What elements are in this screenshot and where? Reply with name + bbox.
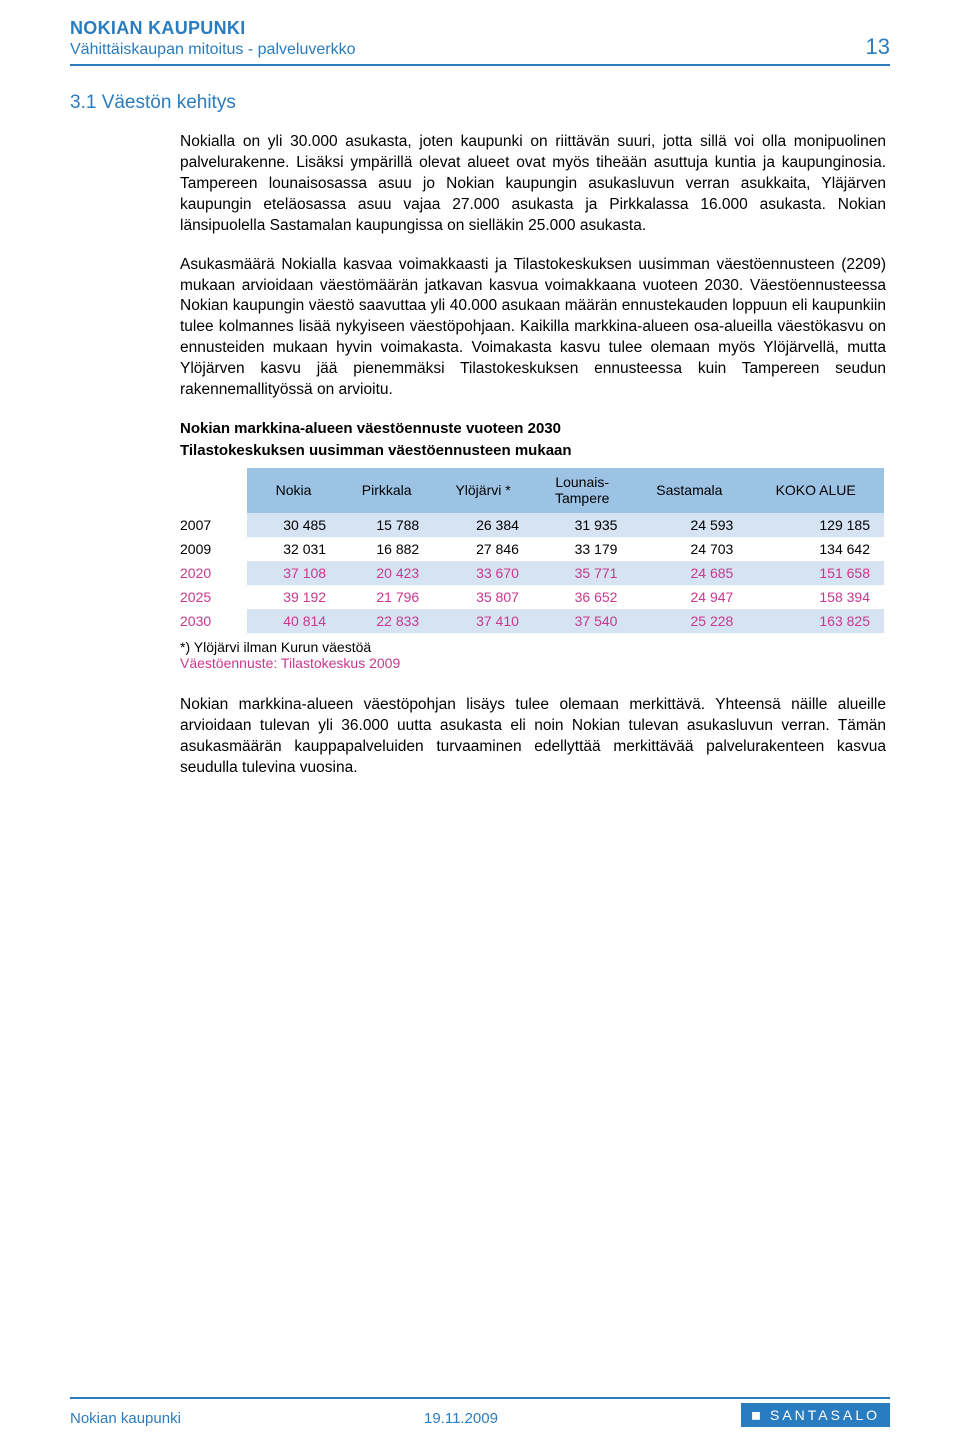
cell-value: 24 685	[631, 561, 747, 585]
cell-value: 39 192	[247, 585, 340, 609]
page-number: 13	[866, 18, 890, 60]
col-pirkkala: Pirkkala	[340, 468, 433, 514]
cell-year: 2030	[180, 609, 247, 633]
cell-year: 2009	[180, 537, 247, 561]
brand-square-icon: ◼	[751, 1408, 764, 1422]
section-title: 3.1 Väestön kehitys	[70, 92, 890, 114]
closing-paragraph-block: Nokian markkina-alueen väestöpohjan lisä…	[180, 695, 886, 779]
page-footer: Nokian kaupunki 19.11.2009 ◼ SANTASALO	[70, 1397, 890, 1427]
table-title-1: Nokian markkina-alueen väestöennuste vuo…	[180, 419, 884, 439]
body-text-block: Nokialla on yli 30.000 asukasta, joten k…	[180, 132, 886, 401]
table-row: 202539 19221 79635 80736 65224 947158 39…	[180, 585, 884, 609]
cell-value: 24 947	[631, 585, 747, 609]
cell-value: 20 423	[340, 561, 433, 585]
cell-value: 35 771	[533, 561, 632, 585]
cell-value: 151 658	[747, 561, 884, 585]
table-row: 200932 03116 88227 84633 17924 703134 64…	[180, 537, 884, 561]
cell-value: 33 179	[533, 537, 632, 561]
cell-value: 40 814	[247, 609, 340, 633]
table-footnotes: *) Ylöjärvi ilman Kurun väestöä Väestöen…	[180, 639, 884, 671]
brand-logo: ◼ SANTASALO	[741, 1403, 890, 1427]
population-table-block: Nokian markkina-alueen väestöennuste vuo…	[180, 419, 884, 671]
footer-brand: ◼ SANTASALO	[741, 1403, 890, 1427]
cell-value: 24 703	[631, 537, 747, 561]
col-ylojarvi: Ylöjärvi *	[433, 468, 533, 514]
col-sastamala: Sastamala	[631, 468, 747, 514]
cell-value: 25 228	[631, 609, 747, 633]
footnote-1: *) Ylöjärvi ilman Kurun väestöä	[180, 639, 884, 655]
population-table: Nokia Pirkkala Ylöjärvi * Lounais-Tamper…	[180, 468, 884, 634]
paragraph-1: Nokialla on yli 30.000 asukasta, joten k…	[180, 132, 886, 237]
cell-value: 163 825	[747, 609, 884, 633]
cell-value: 16 882	[340, 537, 433, 561]
table-row: 203040 81422 83337 41037 54025 228163 82…	[180, 609, 884, 633]
cell-value: 21 796	[340, 585, 433, 609]
footer-left: Nokian kaupunki	[70, 1410, 181, 1427]
brand-name: SANTASALO	[770, 1407, 880, 1423]
cell-value: 37 540	[533, 609, 632, 633]
cell-value: 15 788	[340, 513, 433, 537]
cell-value: 27 846	[433, 537, 533, 561]
table-title-2: Tilastokeskuksen uusimman väestöennustee…	[180, 441, 884, 461]
paragraph-2: Asukasmäärä Nokialla kasvaa voimakkaasti…	[180, 255, 886, 401]
cell-value: 33 670	[433, 561, 533, 585]
col-year	[180, 468, 247, 514]
cell-value: 22 833	[340, 609, 433, 633]
cell-value: 158 394	[747, 585, 884, 609]
cell-year: 2007	[180, 513, 247, 537]
cell-value: 36 652	[533, 585, 632, 609]
org-name: NOKIAN KAUPUNKI	[70, 18, 355, 39]
doc-subtitle: Vähittäiskaupan mitoitus - palveluverkko	[70, 41, 355, 59]
cell-value: 32 031	[247, 537, 340, 561]
cell-value: 30 485	[247, 513, 340, 537]
cell-value: 26 384	[433, 513, 533, 537]
cell-value: 35 807	[433, 585, 533, 609]
cell-value: 129 185	[747, 513, 884, 537]
cell-year: 2025	[180, 585, 247, 609]
page-header: NOKIAN KAUPUNKI Vähittäiskaupan mitoitus…	[70, 18, 890, 66]
table-header-row: Nokia Pirkkala Ylöjärvi * Lounais-Tamper…	[180, 468, 884, 514]
col-total: KOKO ALUE	[747, 468, 884, 514]
footer-date: 19.11.2009	[424, 1410, 498, 1427]
cell-value: 134 642	[747, 537, 884, 561]
cell-year: 2020	[180, 561, 247, 585]
cell-value: 37 410	[433, 609, 533, 633]
table-row: 200730 48515 78826 38431 93524 593129 18…	[180, 513, 884, 537]
cell-value: 31 935	[533, 513, 632, 537]
paragraph-3: Nokian markkina-alueen väestöpohjan lisä…	[180, 695, 886, 779]
table-row: 202037 10820 42333 67035 77124 685151 65…	[180, 561, 884, 585]
col-nokia: Nokia	[247, 468, 340, 514]
footnote-2: Väestöennuste: Tilastokeskus 2009	[180, 655, 884, 671]
col-lounais-tampere: Lounais-Tampere	[533, 468, 632, 514]
cell-value: 37 108	[247, 561, 340, 585]
cell-value: 24 593	[631, 513, 747, 537]
